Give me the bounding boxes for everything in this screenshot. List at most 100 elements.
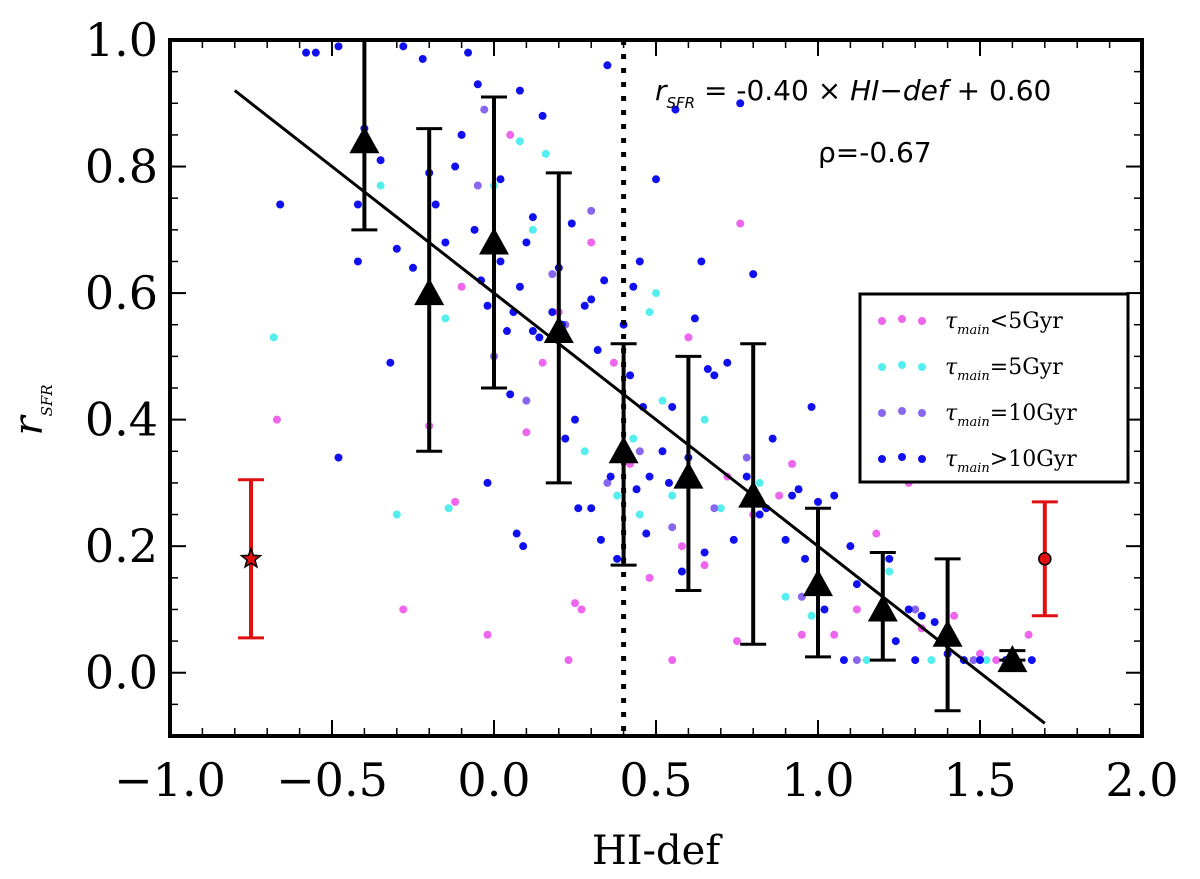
scatter-point <box>392 510 401 519</box>
scatter-point <box>642 529 651 538</box>
scatter-point <box>891 637 900 646</box>
y-tick-label: 0.8 <box>85 140 158 194</box>
scatter-point <box>697 257 706 266</box>
axes-layer: −1.0 −0.5 0.0 0.5 1.0 1.5 2.0 0.0 0.2 0.4 0.6 0.8 1.… <box>85 13 1179 807</box>
scatter-point <box>700 561 709 570</box>
scatter-point <box>376 181 385 190</box>
scatter-point <box>781 535 790 544</box>
scatter-point <box>580 447 589 456</box>
scatter-point <box>742 453 751 462</box>
legend-marker <box>878 409 886 417</box>
scatter-point <box>561 434 570 443</box>
scatter-point <box>528 213 537 222</box>
legend-label: τmain<5Gyr <box>945 309 1063 338</box>
scatter-point <box>736 99 745 108</box>
scatter-point <box>577 605 586 614</box>
scatter-point <box>723 358 732 367</box>
y-tick-label: 0.0 <box>85 646 158 700</box>
scatter-point <box>473 80 482 89</box>
scatter-point <box>645 472 654 481</box>
scatter-point <box>512 529 521 538</box>
scatter-point <box>992 656 1001 665</box>
scatter-point <box>969 656 978 665</box>
scatter-point <box>814 497 822 506</box>
scatter-point <box>645 308 654 317</box>
scatter-point <box>668 402 677 411</box>
scatter-point <box>606 472 615 481</box>
scatter-point <box>768 434 777 443</box>
scatter-point <box>846 542 855 551</box>
legend: τmain<5Gyr τmain=5Gyr τmain=10Gyr τmain>10G… <box>858 292 1130 484</box>
scatter-point <box>603 478 612 487</box>
scatter-point <box>742 472 751 481</box>
error-bars-layer <box>349 38 1028 713</box>
scatter-point <box>635 510 644 519</box>
scatter-point <box>480 105 489 114</box>
scatter-point <box>353 200 362 209</box>
scatter-point <box>781 592 790 601</box>
legend-marker <box>918 363 926 371</box>
scatter-point <box>483 478 492 487</box>
scatter-point <box>775 491 784 500</box>
scatter-point <box>535 333 544 342</box>
binned-triangle <box>608 436 639 464</box>
scatter-point <box>872 529 881 538</box>
scatter-point <box>976 656 984 665</box>
scatter-point <box>580 301 589 310</box>
scatter-point <box>587 295 596 304</box>
scatter-point <box>276 200 285 209</box>
scatter-point <box>733 637 741 646</box>
scatter-point <box>353 257 362 266</box>
legend-marker <box>898 453 906 461</box>
y-axis-title: rSFR <box>6 384 56 435</box>
fit-line-layer <box>233 89 1046 725</box>
scatter-point <box>671 105 680 114</box>
scatter-point <box>668 523 677 532</box>
scatter-point <box>548 270 557 279</box>
scatter-point <box>609 358 618 367</box>
scatter-point <box>950 611 959 620</box>
scatter-point <box>930 618 939 627</box>
scatter-point <box>603 61 612 70</box>
y-tick-label: 1.0 <box>85 13 158 67</box>
scatter-point <box>862 656 871 665</box>
scatter-point <box>794 485 803 494</box>
reference-star-marker <box>239 546 263 569</box>
scatter-point <box>334 42 343 51</box>
scatter-point <box>911 656 920 665</box>
scatter-point <box>441 238 450 247</box>
scatter-point <box>522 428 531 437</box>
x-tick-label: 0.5 <box>619 753 692 807</box>
scatter-point <box>690 314 699 323</box>
legend-marker <box>898 407 906 415</box>
scatter-point <box>1027 656 1036 665</box>
legend-label: τmain=10Gyr <box>945 401 1077 430</box>
scatter-point <box>801 554 810 563</box>
legend-marker <box>898 315 906 323</box>
scatter-point <box>596 535 605 544</box>
scatter-point <box>645 573 654 582</box>
scatter-point <box>788 459 797 468</box>
x-tick-label: 1.5 <box>943 753 1016 807</box>
scatter-point <box>496 175 505 184</box>
scatter-point <box>464 48 473 57</box>
scatter-point <box>736 219 745 228</box>
binned-triangle <box>738 480 769 508</box>
x-tick-label: 1.0 <box>781 753 854 807</box>
scatter-point <box>376 156 385 165</box>
scatter-point <box>664 478 673 487</box>
scatter-point <box>677 542 686 551</box>
scatter-point <box>571 415 579 424</box>
scatter-point <box>684 333 693 342</box>
x-tick-label: 2.0 <box>1105 753 1178 807</box>
scatter-point <box>885 554 894 563</box>
scatter-point <box>392 244 401 253</box>
scatter-point <box>269 333 278 342</box>
scatter-point <box>528 225 537 234</box>
scatter-point <box>710 504 719 513</box>
binned-triangle <box>479 227 509 255</box>
legend-label: τmain>10Gyr <box>945 447 1077 476</box>
legend-box <box>858 292 1130 484</box>
scatter-point <box>749 270 758 279</box>
